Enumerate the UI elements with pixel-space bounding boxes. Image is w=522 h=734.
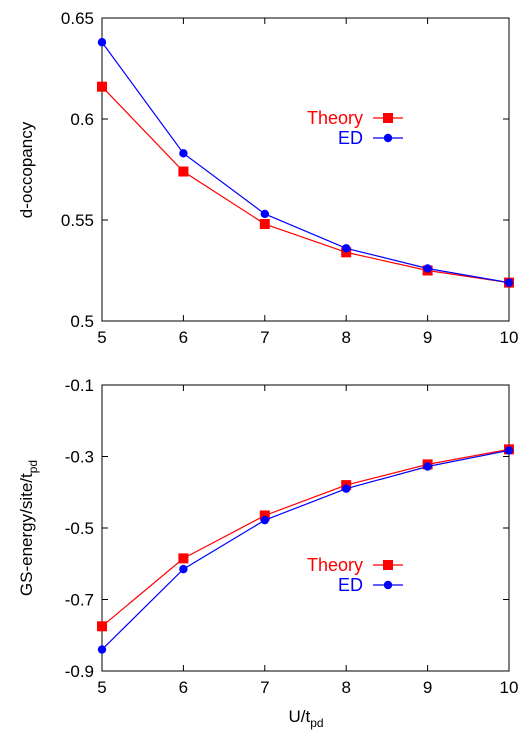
bottom-x-axis-label: U/tpd — [288, 707, 323, 730]
bottom-theory-point — [259, 510, 270, 521]
bottom-y-tick-label: -0.7 — [65, 591, 94, 610]
bottom-chart: GS-energy/site/tpd U/tpd 5 6 7 8 9 10 -0.9 -0.7… — [17, 376, 518, 730]
bottom-y-axis-label: GS-energy/site/tpd — [17, 460, 40, 596]
bottom-ed-point — [179, 564, 188, 574]
top-chart: d-occopancy 5 6 7 8 9 10 0.5 0.55 0.6 0.65 TheoryE… — [17, 9, 518, 347]
bottom-ed-point — [342, 484, 351, 493]
top-legend-marker-ed — [383, 133, 393, 143]
top-x-tick-label: 5 — [97, 328, 106, 347]
top-x-tick-label: 10 — [500, 328, 519, 347]
bottom-x-tick-label: 9 — [423, 678, 432, 697]
top-ed-point — [342, 244, 351, 253]
bottom-x-tick-label: 10 — [500, 678, 519, 697]
bottom-x-tick-label: 6 — [179, 678, 188, 697]
bottom-y-tick-label: -0.1 — [65, 376, 94, 395]
top-ed-point — [260, 209, 269, 219]
top-ed-point — [179, 149, 188, 158]
bottom-theory-series-line — [101, 448, 510, 627]
bottom-theory-point — [97, 621, 107, 632]
top-y-tick-label: 0.65 — [61, 9, 94, 28]
top-theory-point — [259, 219, 270, 230]
top-x-tick-label: 8 — [341, 328, 350, 347]
top-ed-point — [97, 38, 107, 47]
top-legend-label-ed: ED — [338, 128, 363, 148]
bottom-legend-marker-theory — [383, 560, 393, 570]
top-legend-marker-theory — [383, 113, 393, 123]
top-y-tick-label: 0.55 — [61, 211, 94, 230]
top-theory-point — [178, 166, 189, 177]
bottom-x-tick-label: 8 — [341, 678, 350, 697]
bottom-y-tick-label: -0.5 — [65, 519, 94, 538]
bottom-ed-series-line — [101, 449, 510, 650]
bottom-legend-label-ed: ED — [338, 575, 363, 595]
bottom-y-tick-label: -0.3 — [65, 448, 94, 467]
top-ed-series-line — [101, 41, 510, 284]
bottom-x-tick-label: 7 — [260, 678, 269, 697]
top-ed-point — [423, 264, 432, 273]
top-theory-series-line — [101, 86, 510, 284]
bottom-legend-label-theory: Theory — [307, 555, 363, 575]
top-plot-frame — [101, 17, 510, 322]
bottom-ed-point — [504, 446, 514, 455]
bottom-legend-marker-ed — [383, 580, 393, 590]
bottom-ed-point — [423, 462, 432, 471]
top-x-tick-label: 6 — [179, 328, 188, 347]
top-legend-label-theory: Theory — [307, 108, 363, 128]
bottom-ed-point — [260, 515, 269, 525]
top-y-tick-label: 0.6 — [70, 110, 94, 129]
top-ed-point — [504, 278, 514, 287]
top-y-tick-label: 0.5 — [70, 312, 94, 331]
bottom-ed-point — [97, 645, 107, 654]
top-x-tick-label: 9 — [423, 328, 432, 347]
bottom-plot-frame — [101, 384, 510, 672]
top-x-tick-label: 7 — [260, 328, 269, 347]
bottom-theory-point — [178, 553, 189, 564]
top-theory-point — [97, 81, 107, 92]
bottom-y-tick-label: -0.9 — [65, 662, 94, 681]
bottom-x-tick-label: 5 — [97, 678, 106, 697]
top-y-axis-label: d-occopancy — [17, 121, 36, 218]
